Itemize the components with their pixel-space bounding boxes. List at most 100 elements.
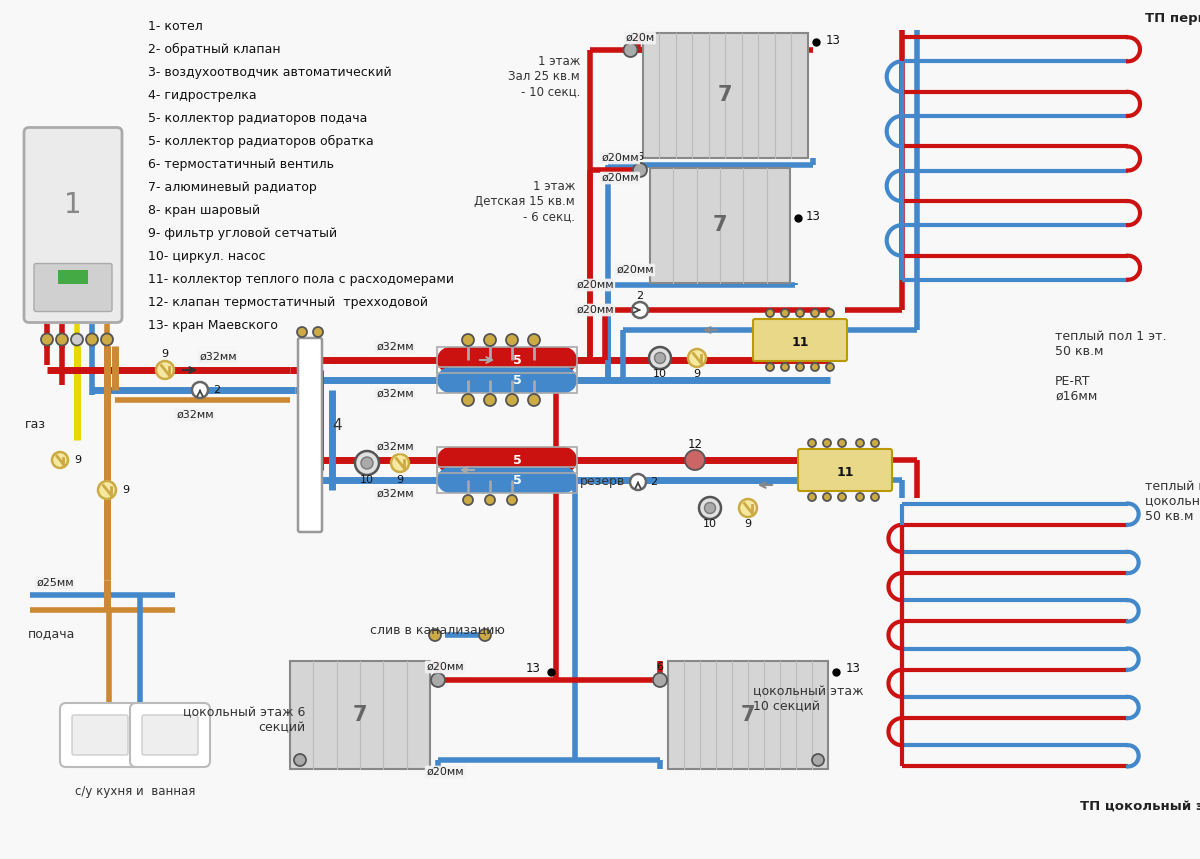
Text: 8- кран шаровый: 8- кран шаровый <box>148 204 260 217</box>
Text: ТП первый этаж - 5 веток: ТП первый этаж - 5 веток <box>1145 12 1200 25</box>
Text: ø32мм: ø32мм <box>376 442 414 452</box>
Circle shape <box>294 754 306 766</box>
Circle shape <box>826 309 834 317</box>
Circle shape <box>808 493 816 501</box>
Text: 5- коллектор радиаторов обратка: 5- коллектор радиаторов обратка <box>148 135 373 148</box>
Text: ø20мм: ø20мм <box>601 153 638 163</box>
Circle shape <box>86 333 98 345</box>
Circle shape <box>56 333 68 345</box>
Circle shape <box>485 495 496 505</box>
Circle shape <box>812 754 824 766</box>
Text: 1 этаж
Детская 15 кв.м
- 6 секц.: 1 этаж Детская 15 кв.м - 6 секц. <box>474 180 575 223</box>
Text: 11- коллектор теплого пола с расходомерами: 11- коллектор теплого пола с расходомера… <box>148 273 454 286</box>
Circle shape <box>298 327 307 337</box>
Circle shape <box>437 467 463 493</box>
Circle shape <box>871 439 878 447</box>
Circle shape <box>856 493 864 501</box>
Bar <box>290 661 430 769</box>
Circle shape <box>551 467 577 493</box>
Text: 7: 7 <box>713 215 727 235</box>
FancyBboxPatch shape <box>34 264 112 312</box>
Circle shape <box>781 363 790 371</box>
Text: 5: 5 <box>512 454 521 467</box>
Text: 2: 2 <box>636 291 643 301</box>
Circle shape <box>551 447 577 473</box>
Text: 5: 5 <box>512 375 521 387</box>
Circle shape <box>437 347 463 373</box>
FancyBboxPatch shape <box>298 338 322 532</box>
Text: газ: газ <box>25 418 46 431</box>
Circle shape <box>52 452 68 468</box>
Bar <box>650 168 790 283</box>
Bar <box>668 661 828 769</box>
Circle shape <box>437 367 463 393</box>
Circle shape <box>739 499 757 517</box>
Text: ø32мм: ø32мм <box>376 389 414 399</box>
Circle shape <box>462 394 474 406</box>
Text: 6- термостатичный вентиль: 6- термостатичный вентиль <box>148 158 334 171</box>
Circle shape <box>437 447 463 473</box>
Text: 2: 2 <box>214 385 220 395</box>
Circle shape <box>808 439 816 447</box>
Circle shape <box>41 333 53 345</box>
Circle shape <box>688 349 706 367</box>
Bar <box>642 33 808 157</box>
Text: 7: 7 <box>718 85 732 105</box>
Circle shape <box>101 333 113 345</box>
Text: ø32мм: ø32мм <box>376 489 414 499</box>
Circle shape <box>551 347 577 373</box>
Circle shape <box>649 347 671 369</box>
Text: 3- воздухоотводчик автоматический: 3- воздухоотводчик автоматический <box>148 66 391 79</box>
Circle shape <box>462 334 474 346</box>
Text: 2: 2 <box>650 477 658 487</box>
Text: 11: 11 <box>836 466 853 478</box>
Text: 6: 6 <box>628 33 634 43</box>
Circle shape <box>484 394 496 406</box>
FancyBboxPatch shape <box>798 449 892 491</box>
Text: 1: 1 <box>64 191 82 219</box>
Circle shape <box>528 334 540 346</box>
FancyBboxPatch shape <box>754 319 847 361</box>
Circle shape <box>632 302 648 318</box>
Text: 7: 7 <box>353 705 367 725</box>
Circle shape <box>98 481 116 499</box>
Text: ø20мм: ø20мм <box>601 173 638 183</box>
Text: 4: 4 <box>332 417 342 432</box>
Text: резерв: резерв <box>580 476 625 489</box>
Text: 9: 9 <box>122 485 130 495</box>
Circle shape <box>871 493 878 501</box>
Text: 10: 10 <box>703 519 718 529</box>
FancyBboxPatch shape <box>60 703 140 767</box>
Circle shape <box>634 163 647 177</box>
Text: ø20мм: ø20мм <box>576 280 614 290</box>
Text: ø32мм: ø32мм <box>176 410 214 420</box>
Text: 1 этаж
Зал 25 кв.м
- 10 секц.: 1 этаж Зал 25 кв.м - 10 секц. <box>509 55 580 98</box>
Circle shape <box>361 457 373 469</box>
Circle shape <box>654 352 666 363</box>
Circle shape <box>826 363 834 371</box>
Circle shape <box>766 309 774 317</box>
Bar <box>450 347 564 373</box>
Text: ø32мм: ø32мм <box>376 342 414 352</box>
Text: с/у кухня и  ванная: с/у кухня и ванная <box>74 785 196 798</box>
Circle shape <box>811 363 818 371</box>
Text: 13: 13 <box>526 661 541 674</box>
Circle shape <box>71 333 83 345</box>
Text: 13: 13 <box>826 34 840 46</box>
Circle shape <box>484 334 496 346</box>
Circle shape <box>506 334 518 346</box>
Circle shape <box>624 43 637 57</box>
Text: 2- обратный клапан: 2- обратный клапан <box>148 43 281 56</box>
Text: 10: 10 <box>653 369 667 379</box>
Text: 13: 13 <box>846 661 860 674</box>
Text: 5: 5 <box>512 355 521 368</box>
Text: ø20мм: ø20мм <box>426 767 464 777</box>
Circle shape <box>355 451 379 475</box>
Text: 9: 9 <box>744 519 751 529</box>
Text: слив в канализацию: слив в канализацию <box>370 624 505 637</box>
Circle shape <box>823 493 830 501</box>
Circle shape <box>796 309 804 317</box>
FancyBboxPatch shape <box>72 715 128 755</box>
Text: 9: 9 <box>162 349 168 359</box>
Text: PE-RT
ø16мм: PE-RT ø16мм <box>1055 375 1097 403</box>
